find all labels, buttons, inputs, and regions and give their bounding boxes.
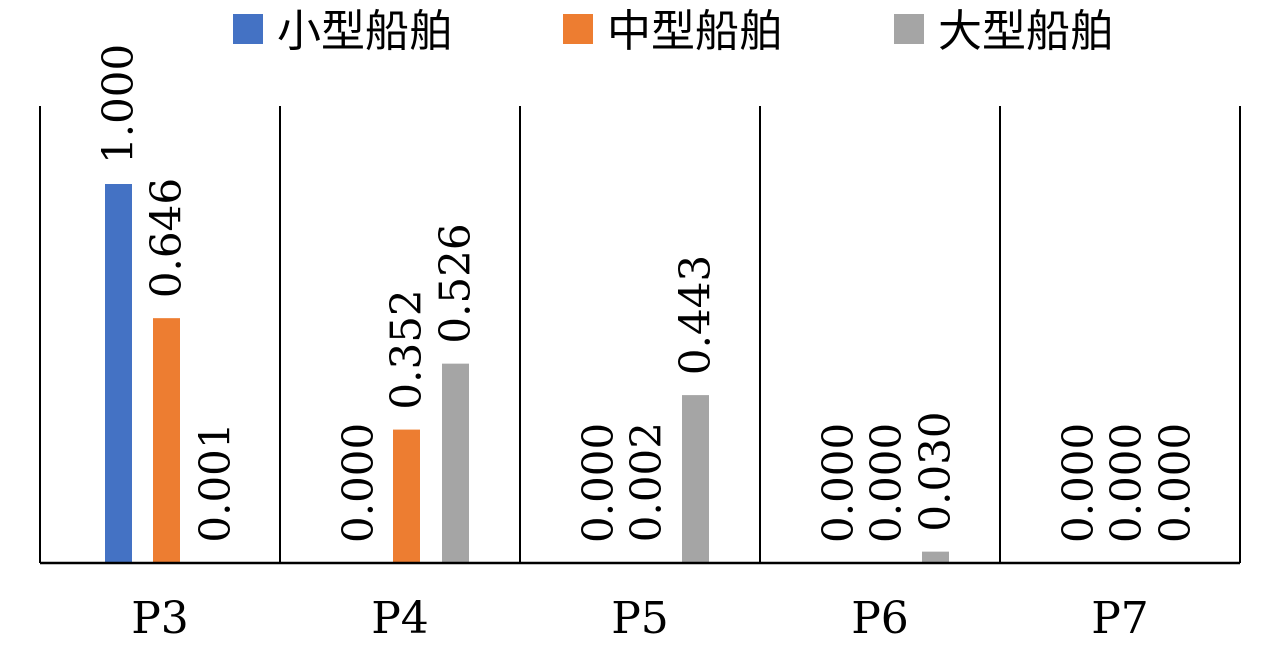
data-label: 0.000 [1151,423,1200,543]
legend: 小型船舶 中型船舶 大型船舶 [233,6,1114,57]
bar [153,318,180,563]
legend-label: 小型船舶 [277,6,453,57]
data-label: 0.000 [574,423,623,543]
data-label: 1.000 [94,44,143,164]
x-tick-label: P6 [851,593,909,644]
x-tick-label: P5 [611,593,669,644]
bar [922,551,949,563]
x-tick-label: P3 [131,593,189,644]
data-label: 0.352 [382,289,431,409]
data-label: 0.000 [814,423,863,543]
bar [442,363,469,563]
bar [105,184,132,563]
data-label: 0.000 [1054,423,1103,543]
legend-label: 中型船舶 [607,6,783,57]
x-tick-label: P7 [1091,593,1149,644]
bar [682,395,709,563]
data-label: 0.000 [1102,423,1151,543]
bar [393,429,420,563]
data-label: 0.030 [911,411,960,531]
data-label: 0.646 [142,178,191,298]
legend-swatch [233,14,263,44]
legend-label: 大型船舶 [938,6,1114,57]
data-label: 0.002 [622,422,671,542]
data-label: 0.000 [334,423,383,543]
data-label: 0.443 [671,255,720,375]
x-tick-label: P4 [371,593,429,644]
legend-swatch [563,14,593,44]
data-label: 0.001 [191,422,240,542]
data-label: 0.000 [862,423,911,543]
legend-swatch [894,14,924,44]
data-label: 0.526 [431,223,480,343]
